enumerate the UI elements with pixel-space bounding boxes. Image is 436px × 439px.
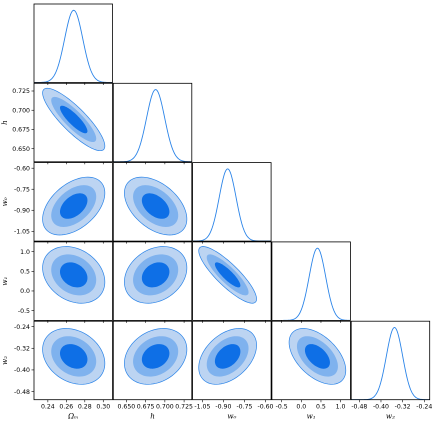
panel-h-w0 — [112, 162, 193, 244]
contour-1sigma-h-w2 — [141, 344, 170, 369]
x-tick-label: -0.5 — [276, 404, 288, 411]
panel-frame — [112, 162, 193, 242]
x-tick-label: 0.30 — [96, 404, 110, 411]
y-tick-label: -0.40 — [14, 367, 30, 374]
panel-frame — [112, 241, 193, 321]
y-tick-label: -0.90 — [14, 207, 30, 214]
x-axis-label-h: h — [150, 412, 155, 421]
x-tick-label: 0.725 — [175, 404, 193, 411]
marginal-w2 — [351, 327, 430, 400]
y-tick-label: 0.700 — [12, 107, 30, 114]
x-tick-label: 0.0 — [296, 404, 306, 411]
panel-h-w2 — [112, 320, 193, 403]
y-tick-label: 1.0 — [20, 249, 30, 256]
x-axis-label-w1: w₁ — [307, 412, 316, 421]
panel-w0-w1 — [192, 241, 272, 323]
y-tick-label: -0.60 — [14, 165, 30, 172]
y-axis-label-w1: w₁ — [0, 277, 9, 286]
panel-om-w0 — [31, 162, 113, 244]
x-tick-label: -0.32 — [395, 404, 411, 411]
panel-frame — [192, 162, 272, 242]
panel-om-h — [31, 82, 113, 165]
y-tick-label: 0.650 — [12, 146, 30, 153]
y-tick-label: 0.0 — [20, 288, 30, 295]
marginal-w0 — [192, 168, 272, 242]
x-tick-label: 0.28 — [78, 404, 92, 411]
panel-frame — [33, 241, 113, 321]
panel-frame — [33, 82, 113, 163]
panel-h-w1 — [112, 241, 193, 323]
y-axis-label-w2: w₂ — [0, 356, 9, 365]
contour-1sigma-om-h — [59, 105, 88, 134]
marginal-om — [34, 9, 113, 83]
y-tick-label: 0.675 — [12, 127, 30, 134]
marginal-w1 — [271, 247, 351, 321]
panel-om-om — [33, 3, 113, 85]
x-tick-label: 0.650 — [118, 404, 136, 411]
y-tick-label: -0.24 — [14, 324, 30, 331]
panel-w1-w1 — [271, 241, 351, 323]
contour-1sigma-om-w1 — [59, 262, 88, 288]
y-tick-label: 0.5 — [20, 269, 30, 276]
panel-frame — [33, 162, 113, 242]
x-tick-label: -0.60 — [257, 404, 273, 411]
x-tick-label: 0.5 — [316, 404, 326, 411]
panel-h-h — [112, 82, 193, 165]
panel-frame — [350, 320, 431, 401]
panel-om-w2 — [31, 320, 113, 403]
panel-w0-w2 — [192, 320, 272, 403]
panel-frame — [192, 320, 272, 401]
x-axis-label-om: Ωₘ — [67, 412, 78, 421]
x-tick-label: -0.75 — [236, 404, 252, 411]
x-axis-label-w2: w₂ — [386, 412, 395, 421]
x-tick-label: -1.05 — [194, 404, 210, 411]
contour-1sigma-om-w0 — [59, 193, 88, 219]
contour-1sigma-h-w0 — [141, 193, 170, 219]
y-tick-label: 0.725 — [12, 88, 30, 95]
x-axis-label-w0: w₀ — [227, 412, 236, 421]
x-tick-label: 0.675 — [137, 404, 155, 411]
contour-1sigma-h-w1 — [141, 262, 170, 288]
marginal-h — [113, 89, 192, 162]
panel-frame — [112, 320, 193, 401]
x-tick-label: -0.40 — [373, 404, 389, 411]
y-tick-label: -0.5 — [18, 308, 30, 315]
panel-frame — [33, 3, 113, 83]
panel-w1-w2 — [271, 320, 351, 403]
panel-frame — [192, 241, 272, 321]
contour-1sigma-w0-w2 — [214, 344, 241, 369]
panel-w0-w0 — [192, 162, 272, 244]
panel-frame — [112, 82, 193, 163]
y-tick-label: -0.48 — [14, 389, 30, 396]
contour-1sigma-om-w2 — [59, 344, 88, 369]
x-tick-label: 1.0 — [336, 404, 346, 411]
x-tick-label: -0.24 — [416, 404, 432, 411]
panel-om-w1 — [31, 241, 113, 323]
y-tick-label: -1.05 — [14, 228, 30, 235]
panel-w2-w2 — [350, 320, 431, 403]
contour-1sigma-w0-w1 — [214, 262, 241, 288]
y-tick-label: -0.75 — [14, 186, 30, 193]
x-tick-label: 0.26 — [59, 404, 73, 411]
y-axis-label-w0: w₀ — [0, 197, 9, 206]
y-axis-label-h: h — [0, 120, 9, 125]
x-tick-label: -0.48 — [351, 404, 367, 411]
panel-frame — [33, 320, 113, 401]
y-tick-label: -0.32 — [14, 345, 30, 352]
contour-1sigma-w1-w2 — [304, 344, 330, 369]
panel-frame — [271, 241, 351, 321]
x-tick-label: -0.90 — [215, 404, 231, 411]
x-tick-label: 0.24 — [41, 404, 55, 411]
x-tick-label: 0.700 — [156, 404, 174, 411]
panel-frame — [271, 320, 351, 401]
